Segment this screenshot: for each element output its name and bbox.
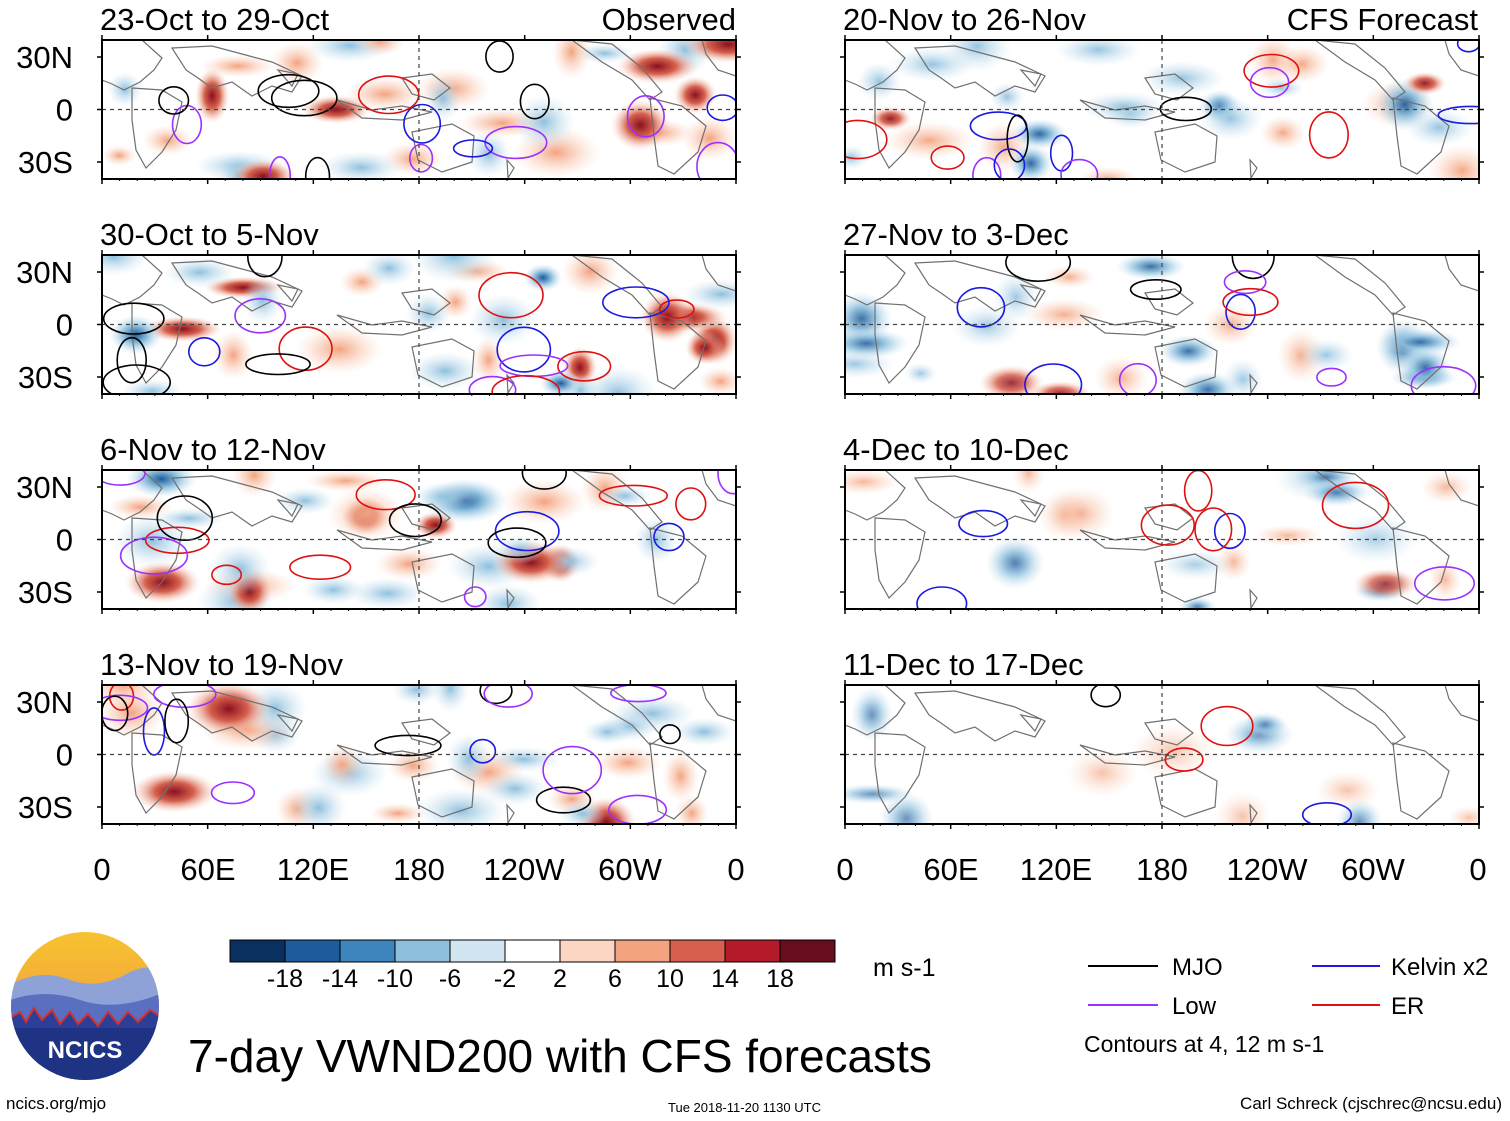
legend-label-kelvin: Kelvin x2 <box>1391 954 1488 981</box>
lon-tick: 60E <box>923 852 978 887</box>
colorbar-swatch <box>284 939 341 963</box>
lon-tick: 60W <box>598 852 662 887</box>
legend-label-low: Low <box>1172 993 1217 1020</box>
colorbar-tick: -14 <box>322 965 358 993</box>
legend: MJO Kelvin x2 Low ER Contours at 4, 12 m… <box>1084 954 1488 1057</box>
colorbar-tick: 18 <box>766 965 794 993</box>
lon-tick: 0 <box>727 852 744 887</box>
lat-tick: 0 <box>56 523 73 558</box>
map-panel-forecast-4 <box>840 680 1484 829</box>
map-panel-observed-4 <box>97 680 741 829</box>
lon-tick: 120W <box>484 852 566 887</box>
colorbar-tick: 6 <box>608 965 622 993</box>
lon-tick: 120E <box>1020 852 1092 887</box>
panel-title-fc-3: 4-Dec to 10-Dec <box>843 432 1069 467</box>
ncics-logo: NCICS <box>11 932 159 1080</box>
colorbar-swatch <box>339 939 396 963</box>
lat-tick: 0 <box>56 93 73 128</box>
map-panel-observed-1 <box>97 35 741 184</box>
colorbar: -18 -14 -10 -6 -2 2 6 10 14 18 <box>229 939 836 993</box>
lon-tick: 60E <box>180 852 235 887</box>
lat-tick: 30N <box>16 40 73 75</box>
lon-tick: 0 <box>1469 852 1486 887</box>
footer-left: ncics.org/mjo <box>6 1094 107 1113</box>
footer-right: Carl Schreck (cjschrec@ncsu.edu) <box>1240 1094 1502 1113</box>
panel-title-obs-1: 23-Oct to 29-Oct <box>100 2 330 37</box>
map-panel-observed-2 <box>97 250 741 399</box>
colorbar-tick: 10 <box>656 965 684 993</box>
forecast-label: CFS Forecast <box>1287 2 1479 37</box>
panel-title-obs-4: 13-Nov to 19-Nov <box>100 647 343 682</box>
lat-tick: 30N <box>16 470 73 505</box>
contour-note: Contours at 4, 12 m s-1 <box>1084 1031 1324 1057</box>
footer-center: Tue 2018-11-20 1130 UTC <box>668 1100 821 1115</box>
lon-tick: 0 <box>836 852 853 887</box>
lat-tick: 0 <box>56 308 73 343</box>
lon-tick: 180 <box>393 852 445 887</box>
colorbar-swatch <box>449 939 506 963</box>
map-panel-forecast-2 <box>840 250 1484 399</box>
lon-tick: 180 <box>1136 852 1188 887</box>
colorbar-swatch <box>559 939 616 963</box>
legend-label-er: ER <box>1391 993 1424 1020</box>
longitude-labels-left: 0 60E 120E 180 120W 60W 0 <box>93 852 744 887</box>
map-panel-observed-3 <box>97 465 741 614</box>
colorbar-swatch <box>504 939 561 963</box>
logo-text: NCICS <box>48 1037 123 1064</box>
observed-label: Observed <box>602 2 736 37</box>
colorbar-swatch <box>229 939 286 963</box>
colorbar-swatch <box>669 939 726 963</box>
panel-title-fc-4: 11-Dec to 17-Dec <box>843 647 1084 682</box>
lat-tick: 30S <box>18 360 73 395</box>
map-panel-forecast-1 <box>840 35 1484 184</box>
main-title: 7-day VWND200 with CFS forecasts <box>188 1030 932 1082</box>
lat-tick: 30N <box>16 255 73 290</box>
lat-tick: 0 <box>56 738 73 773</box>
colorbar-swatch <box>394 939 451 963</box>
panel-title-obs-3: 6-Nov to 12-Nov <box>100 432 326 467</box>
colorbar-tick: -6 <box>439 965 461 993</box>
lat-tick: 30S <box>18 145 73 180</box>
lat-tick: 30S <box>18 790 73 825</box>
panel-title-obs-2: 30-Oct to 5-Nov <box>100 217 319 252</box>
panel-title-fc-1: 20-Nov to 26-Nov <box>843 2 1086 37</box>
legend-label-mjo: MJO <box>1172 954 1223 981</box>
longitude-labels-right: 0 60E 120E 180 120W 60W 0 <box>836 852 1486 887</box>
lon-tick: 120E <box>277 852 349 887</box>
lat-tick: 30S <box>18 575 73 610</box>
colorbar-swatch <box>724 939 781 963</box>
colorbar-tick: -10 <box>377 965 413 993</box>
colorbar-tick: -18 <box>267 965 303 993</box>
panel-title-fc-2: 27-Nov to 3-Dec <box>843 217 1069 252</box>
colorbar-tick: 14 <box>711 965 739 993</box>
colorbar-swatch <box>779 939 836 963</box>
latitude-labels: 30N 0 30S 30N 0 30S 30N 0 30S 30N 0 30S <box>16 40 73 825</box>
map-panel-forecast-3 <box>840 465 1484 614</box>
colorbar-tick: -2 <box>494 965 516 993</box>
units-label: m s-1 <box>873 954 936 982</box>
lon-tick: 120W <box>1227 852 1309 887</box>
lon-tick: 60W <box>1341 852 1405 887</box>
colorbar-swatch <box>614 939 671 963</box>
lat-tick: 30N <box>16 685 73 720</box>
colorbar-tick: 2 <box>553 965 567 993</box>
lon-tick: 0 <box>93 852 110 887</box>
